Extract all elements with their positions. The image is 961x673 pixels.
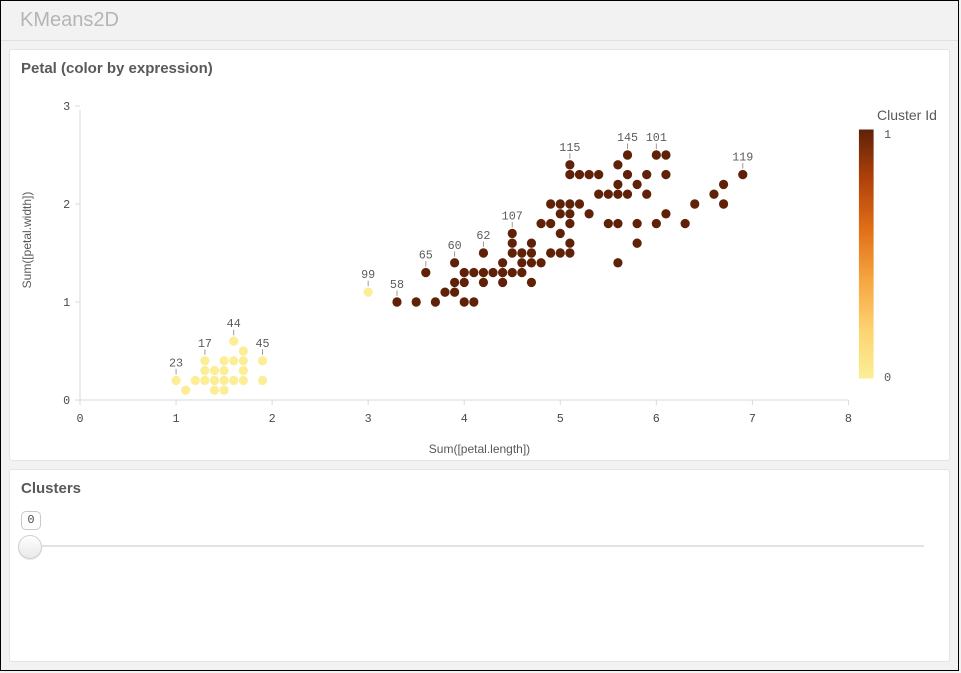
- svg-text:2: 2: [269, 412, 276, 426]
- svg-text:0: 0: [76, 412, 83, 426]
- svg-text:3: 3: [63, 100, 70, 114]
- svg-text:6: 6: [653, 412, 660, 426]
- svg-text:62: 62: [476, 229, 490, 243]
- svg-text:5: 5: [557, 412, 564, 426]
- svg-text:44: 44: [227, 317, 241, 331]
- svg-text:58: 58: [390, 278, 404, 292]
- svg-text:2: 2: [63, 198, 70, 212]
- svg-text:45: 45: [255, 337, 269, 351]
- svg-text:17: 17: [198, 337, 212, 351]
- svg-text:3: 3: [365, 412, 372, 426]
- svg-text:115: 115: [559, 141, 580, 155]
- svg-text:4: 4: [461, 412, 468, 426]
- svg-text:1: 1: [63, 296, 70, 310]
- svg-text:145: 145: [617, 131, 638, 145]
- svg-text:107: 107: [502, 209, 523, 223]
- svg-text:0: 0: [63, 394, 70, 408]
- svg-text:65: 65: [419, 248, 433, 262]
- svg-text:101: 101: [646, 131, 667, 145]
- svg-text:60: 60: [448, 239, 462, 253]
- svg-text:8: 8: [845, 412, 852, 426]
- svg-text:7: 7: [749, 412, 756, 426]
- svg-text:119: 119: [732, 150, 753, 164]
- svg-text:99: 99: [361, 268, 375, 282]
- svg-text:1: 1: [173, 412, 180, 426]
- svg-text:23: 23: [169, 356, 183, 370]
